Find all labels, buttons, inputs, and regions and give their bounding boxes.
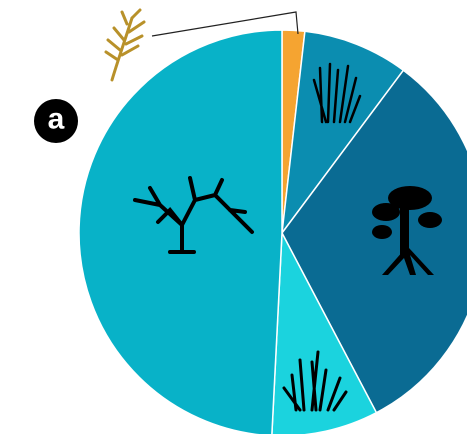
coral-icon <box>133 176 254 254</box>
panel-label: a <box>48 103 65 136</box>
leader-line <box>151 11 299 37</box>
pie-slice <box>281 69 467 414</box>
mangrove-icon <box>372 186 442 275</box>
pie-slice <box>271 230 378 434</box>
pie-slice <box>280 30 405 236</box>
grass-icon <box>312 62 362 124</box>
panel-badge <box>34 99 78 143</box>
seaweed-icon <box>104 8 146 82</box>
seagrass-icon <box>282 350 348 412</box>
